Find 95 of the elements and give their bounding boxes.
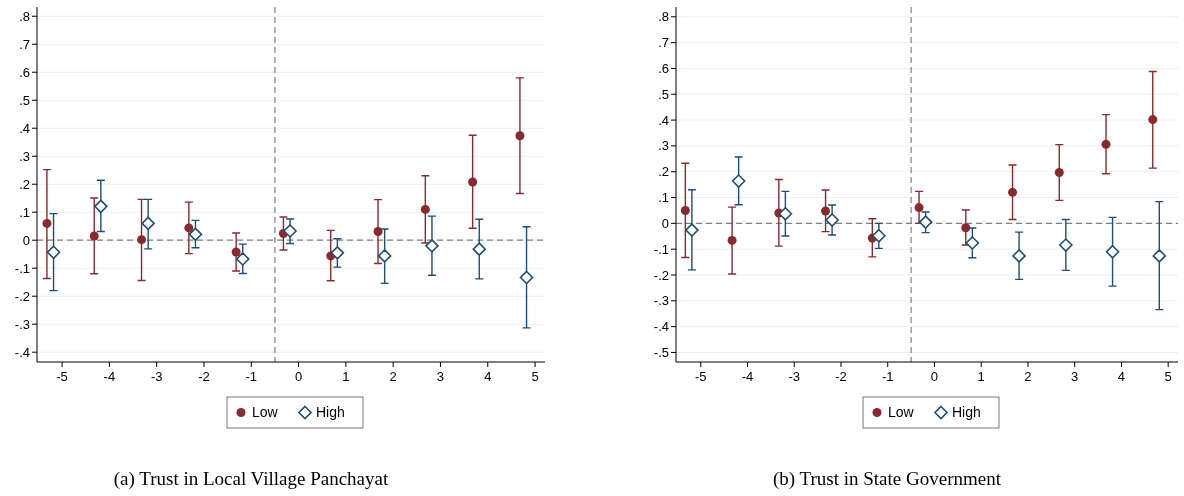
point (685, 223, 699, 237)
x-tick-label: 5 (531, 369, 539, 384)
x-tick-label: -4 (741, 369, 754, 384)
x-tick-label: -5 (694, 369, 707, 384)
y-tick-label: 0 (661, 215, 669, 231)
point (519, 270, 534, 285)
y-tick-label: -.2 (653, 267, 669, 283)
x-tick-label: -3 (150, 369, 163, 384)
y-tick-label: .6 (19, 64, 30, 80)
point (1008, 187, 1018, 197)
y-tick-label: .1 (19, 204, 30, 220)
y-tick-label: -.3 (14, 316, 30, 332)
x-tick-label: 3 (436, 369, 445, 384)
point (680, 205, 690, 215)
point (778, 207, 793, 221)
y-tick-label: .5 (658, 86, 669, 102)
x-tick-label: -4 (103, 369, 116, 384)
y-tick-label: .8 (658, 9, 669, 25)
x-tick-label: 2 (389, 369, 397, 384)
point (1012, 249, 1026, 263)
x-tick-label: -2 (198, 369, 210, 384)
x-tick-label: -1 (245, 369, 258, 384)
text: (b) Trust in State Government (773, 468, 1002, 490)
point (373, 227, 383, 237)
point (1101, 139, 1111, 149)
y-tick-label: -.4 (653, 319, 669, 335)
point (184, 223, 194, 233)
point (468, 177, 478, 187)
legend-label: High (316, 404, 345, 421)
y-tick-label: -.2 (14, 288, 30, 304)
x-tick-label: 4 (1117, 369, 1126, 384)
y-tick-label: .3 (19, 148, 30, 164)
point (872, 228, 886, 243)
y-tick-label: .2 (19, 176, 30, 192)
x-tick-label: 5 (1164, 369, 1172, 384)
y-tick-label: -.5 (653, 345, 669, 360)
y-tick-label: -.3 (653, 293, 669, 309)
point (377, 249, 392, 263)
point (42, 218, 52, 228)
point (1054, 168, 1064, 177)
x-tick-label: 0 (930, 369, 939, 384)
y-tick-label: .8 (19, 8, 30, 24)
x-tick-label: -5 (56, 369, 68, 384)
y-tick-label: .1 (658, 190, 669, 206)
x-tick-label: 0 (294, 369, 303, 384)
point (515, 131, 525, 141)
point (283, 224, 297, 238)
y-tick-label: -.1 (14, 260, 30, 276)
y-tick-label: .7 (19, 36, 30, 52)
y-tick-label: -.4 (14, 344, 30, 360)
point (89, 231, 99, 241)
point (420, 204, 430, 214)
legend-label: Low (252, 404, 279, 421)
point (330, 246, 345, 260)
y-tick-label: 0 (22, 232, 30, 248)
point (1059, 238, 1073, 252)
x-tick-label: -3 (788, 369, 801, 384)
x-tick-label: -2 (835, 369, 847, 384)
y-tick-label: .7 (658, 35, 669, 51)
y-tick-label: .4 (19, 120, 30, 136)
point (425, 239, 439, 253)
x-tick-label: 4 (484, 369, 492, 384)
point (141, 216, 155, 231)
point (472, 242, 487, 256)
x-tick-label: 1 (977, 369, 985, 384)
x-tick-label: 2 (1024, 369, 1032, 384)
point (137, 235, 147, 245)
point (46, 245, 61, 260)
point (821, 206, 831, 216)
x-tick-label: 3 (1071, 369, 1079, 384)
point (731, 174, 746, 188)
y-tick-label: -.1 (653, 241, 669, 257)
point (94, 199, 108, 214)
legend-label: High (952, 404, 981, 421)
x-tick-label: -1 (881, 369, 894, 384)
y-tick-label: .6 (658, 61, 669, 76)
point (918, 215, 933, 229)
x-tick-label: 1 (342, 369, 350, 384)
point (914, 203, 924, 213)
y-tick-label: .5 (19, 92, 30, 108)
point (825, 213, 839, 227)
point (961, 223, 971, 233)
y-tick-label: .4 (658, 112, 669, 128)
point (1105, 244, 1120, 259)
y-tick-label: .2 (658, 164, 669, 180)
text: (a) Trust in Local Village Panchayat (113, 468, 389, 490)
point (231, 247, 241, 257)
point (965, 236, 980, 250)
legend-label: Low (888, 404, 915, 421)
y-tick-label: .3 (658, 138, 669, 154)
point (188, 227, 203, 242)
point (235, 252, 250, 266)
point (1148, 115, 1158, 125)
point (1152, 249, 1167, 263)
point (727, 235, 737, 245)
